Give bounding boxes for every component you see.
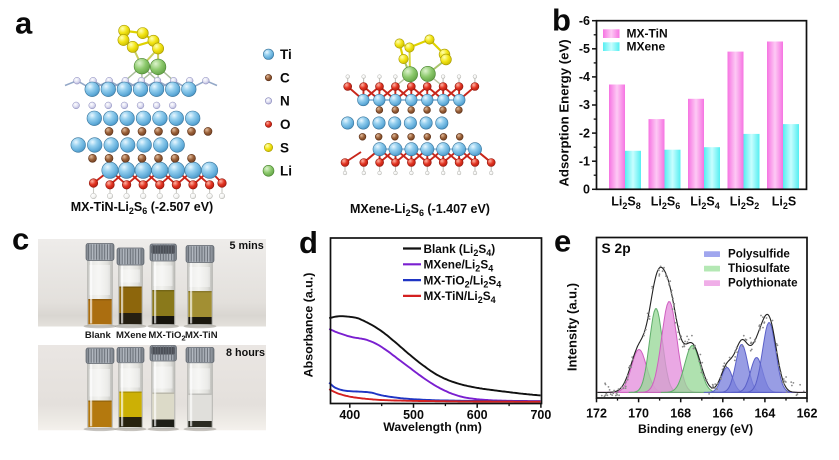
svg-text:d: d <box>299 225 318 260</box>
svg-text:170: 170 <box>628 406 649 420</box>
svg-text:8 hours: 8 hours <box>226 347 265 359</box>
svg-text:MXene: MXene <box>627 40 666 54</box>
svg-text:168: 168 <box>670 406 691 420</box>
svg-text:N: N <box>280 94 290 109</box>
svg-text:Polythionate: Polythionate <box>728 277 798 290</box>
svg-text:S: S <box>280 140 289 155</box>
svg-text:MXene: MXene <box>116 330 147 341</box>
svg-text:-2: -2 <box>579 126 590 140</box>
svg-text:MX-TiN-Li2S6 (-2.507 eV): MX-TiN-Li2S6 (-2.507 eV) <box>71 200 213 216</box>
svg-text:-4: -4 <box>579 70 590 84</box>
svg-text:MX-TiO2/Li2S4: MX-TiO2/Li2S4 <box>424 273 502 289</box>
svg-text:-3: -3 <box>579 98 590 112</box>
svg-text:MXene/Li2S4: MXene/Li2S4 <box>424 258 494 274</box>
svg-text:O: O <box>280 117 291 132</box>
svg-text:C: C <box>280 70 290 85</box>
svg-text:0: 0 <box>583 183 590 197</box>
svg-text:Wavelength (nm): Wavelength (nm) <box>383 420 482 434</box>
svg-text:MX-TiN: MX-TiN <box>627 27 668 41</box>
svg-text:-1: -1 <box>579 154 590 168</box>
svg-text:Binding energy (eV): Binding energy (eV) <box>638 422 753 436</box>
svg-text:164: 164 <box>754 406 775 420</box>
svg-text:a: a <box>15 6 33 41</box>
svg-text:Intensity (a.u.): Intensity (a.u.) <box>565 283 580 371</box>
svg-text:e: e <box>554 224 571 259</box>
svg-text:MX-TiO2: MX-TiO2 <box>148 330 185 343</box>
svg-text:b: b <box>552 3 571 38</box>
svg-text:172: 172 <box>586 406 607 420</box>
svg-text:Blank: Blank <box>85 330 112 341</box>
svg-text:166: 166 <box>712 406 733 420</box>
svg-text:MX-TiN/Li2S4: MX-TiN/Li2S4 <box>424 289 496 305</box>
svg-text:MX-TiN: MX-TiN <box>185 330 218 341</box>
svg-text:c: c <box>12 222 29 257</box>
svg-text:-5: -5 <box>579 42 590 56</box>
svg-text:Absorbance (a.u.): Absorbance (a.u.) <box>302 273 316 378</box>
svg-text:-6: -6 <box>579 14 590 28</box>
svg-text:Blank (Li2S4): Blank (Li2S4) <box>424 242 496 258</box>
svg-text:Ti: Ti <box>280 47 292 62</box>
svg-text:Polysulfide: Polysulfide <box>728 248 790 261</box>
svg-text:162: 162 <box>797 406 818 420</box>
svg-text:5 mins: 5 mins <box>230 240 264 252</box>
svg-text:Adsorption Energy (eV): Adsorption Energy (eV) <box>557 39 572 186</box>
svg-text:S 2p: S 2p <box>602 241 631 256</box>
svg-text:Li: Li <box>280 164 292 179</box>
svg-text:400: 400 <box>339 408 360 422</box>
svg-text:700: 700 <box>530 408 551 422</box>
svg-text:Thiosulfate: Thiosulfate <box>728 262 790 275</box>
